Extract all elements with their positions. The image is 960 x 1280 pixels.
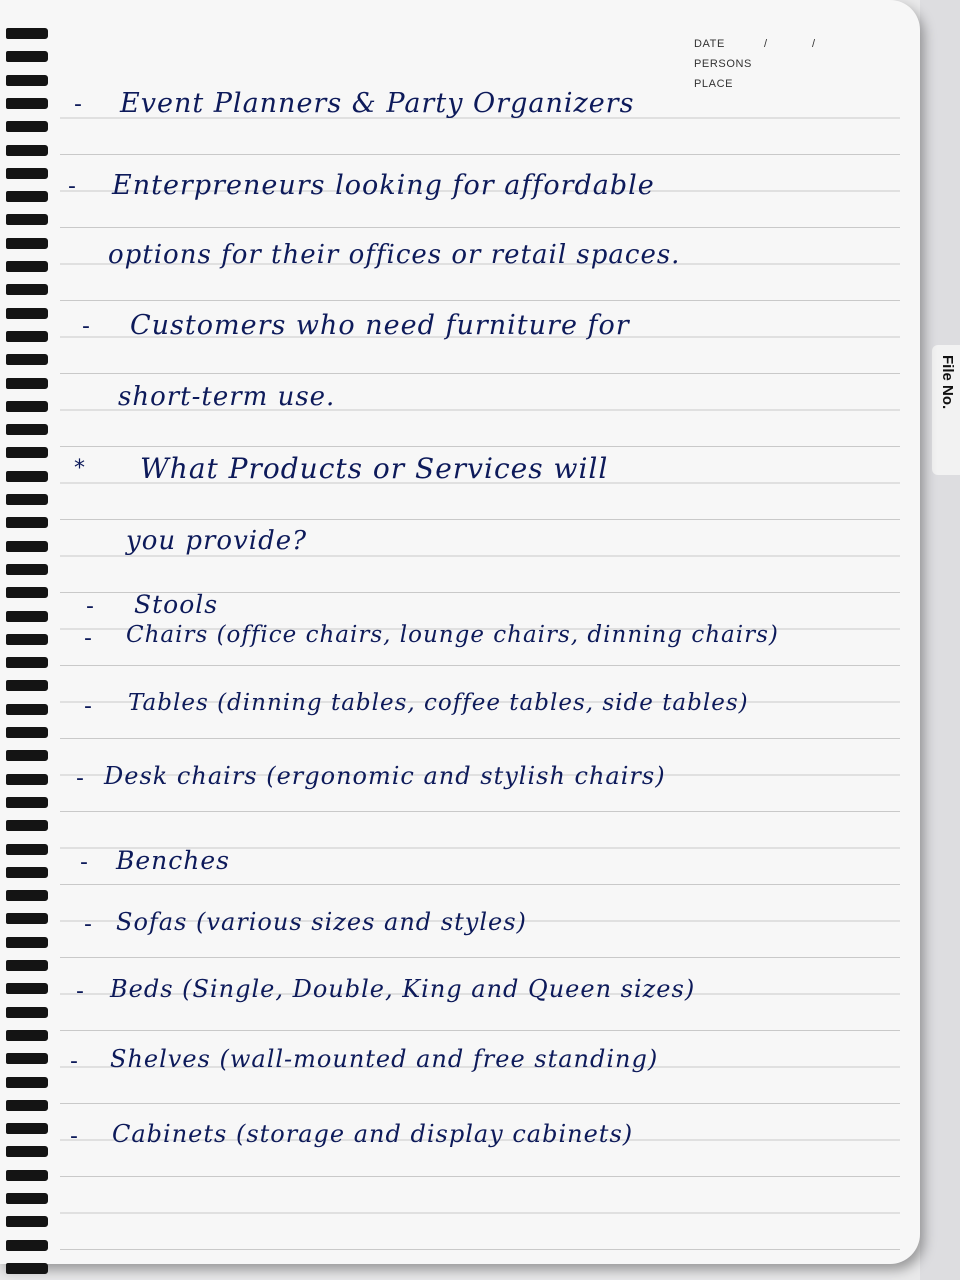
spiral-ring [6,727,48,738]
spiral-ring [6,377,48,389]
spiral-ring [6,1239,48,1251]
spiral-ring [6,866,48,878]
line-bullet: - [80,850,88,875]
note-line: Cabinets (storage and display cabinets) [112,1120,634,1148]
note-line: options for their offices or retail spac… [108,240,681,270]
spiral-ring [6,843,48,855]
date-label: DATE / / [694,34,854,54]
note-line: Beds (Single, Double, King and Queen siz… [110,975,696,1003]
spiral-ring [6,1076,48,1088]
spiral-ring [6,1193,48,1204]
spiral-ring [6,447,48,459]
note-line: Desk chairs (ergonomic and stylish chair… [104,762,666,790]
line-bullet: - [68,174,76,199]
spiral-binding [0,0,58,1280]
spiral-ring [6,540,48,552]
spiral-ring [6,1146,48,1158]
line-bullet: - [84,912,92,937]
spiral-ring [6,517,48,529]
spiral-ring [6,820,48,832]
notebook-page: DATE / / PERSONS PLACE - Event Planners &… [0,0,920,1264]
spiral-ring [6,191,48,203]
spiral-ring [6,28,48,39]
spiral-ring [6,74,48,86]
spiral-ring [6,960,48,971]
note-line: Chairs (office chairs, lounge chairs, di… [126,622,779,648]
note-line: short-term use. [118,382,336,412]
spiral-ring [6,261,48,272]
spiral-ring [6,1123,48,1135]
spiral-ring [6,610,48,622]
note-line: Tables (dinning tables, coffee tables, s… [128,690,749,716]
date-slash-2: / [812,38,816,50]
note-line: Shelves (wall-mounted and free standing) [110,1045,659,1073]
spiral-ring [6,913,48,925]
line-bullet: - [74,92,82,117]
spiral-ring [6,400,48,412]
line-bullet: - [76,979,84,1004]
note-line: Event Planners & Party Organizers [120,88,635,119]
spiral-ring [6,1216,48,1228]
spiral-ring [6,51,48,63]
line-bullet: - [84,626,92,651]
file-tab [932,345,960,475]
line-bullet: - [86,594,94,619]
spiral-ring [6,773,48,785]
spiral-ring [6,424,48,436]
line-bullet: - [76,766,84,791]
spiral-ring [6,983,48,995]
date-slash-1: / [764,38,768,50]
spiral-ring [6,936,48,948]
spiral-ring [6,1262,48,1274]
spiral-ring [6,121,48,133]
note-line: Sofas (various sizes and styles) [116,908,527,936]
spiral-ring [6,703,48,715]
spiral-ring [6,284,48,296]
spiral-ring [6,167,48,179]
spiral-ring [6,750,48,762]
page-header: DATE / / PERSONS PLACE [694,34,854,94]
spiral-ring [6,1053,48,1065]
line-bullet: * [74,456,85,481]
place-label: PLACE [694,78,734,90]
spiral-ring [6,494,48,505]
note-line: you provide? [126,526,308,556]
note-line: Stools [134,590,219,619]
spiral-ring [6,144,48,156]
line-bullet: - [84,694,92,719]
line-bullet: - [82,314,90,339]
spiral-ring [6,97,48,109]
notebook-edge [920,0,960,1280]
line-bullet: - [70,1049,78,1074]
spiral-ring [6,1099,48,1111]
spiral-ring [6,587,48,599]
file-tab-label: File No. [939,355,956,410]
spiral-ring [6,563,48,575]
note-line: Customers who need furniture for [130,310,630,341]
spiral-ring [6,796,48,808]
spiral-ring [6,890,48,902]
spiral-ring [6,354,48,366]
ruled-lines [60,117,900,1250]
spiral-ring [6,307,48,319]
note-line: Enterpreneurs looking for affordable [112,170,655,201]
spiral-ring [6,330,48,342]
spiral-ring [6,1006,48,1018]
line-bullet: - [70,1124,78,1149]
persons-label: PERSONS [694,58,752,70]
note-line: Benches [116,846,230,875]
spiral-ring [6,470,48,482]
spiral-ring [6,680,48,692]
spiral-ring [6,214,48,226]
spiral-ring [6,1169,48,1181]
spiral-ring [6,657,48,669]
spiral-ring [6,633,48,645]
note-line: What Products or Services will [140,452,609,485]
spiral-ring [6,237,48,249]
spiral-ring [6,1029,48,1041]
